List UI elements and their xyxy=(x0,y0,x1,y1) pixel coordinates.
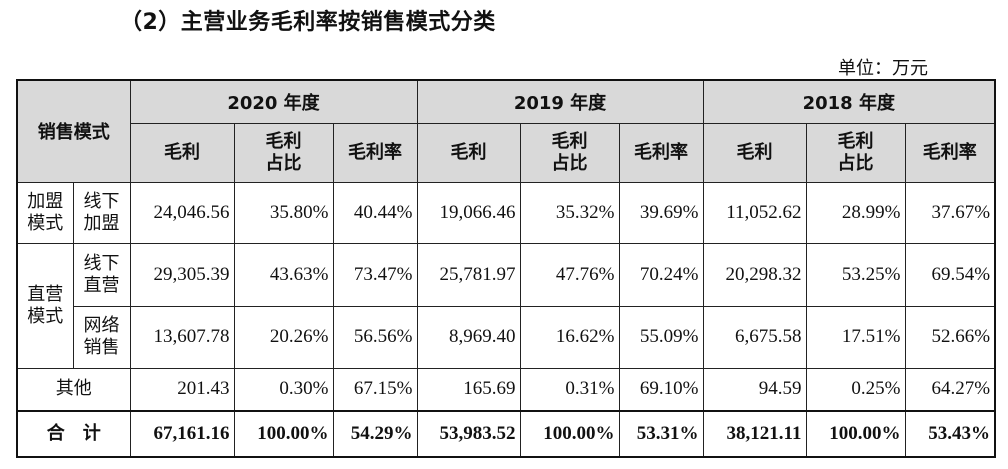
sub-offline-franchise-label: 线下 加盟 xyxy=(72,181,131,244)
cell-gross-margin: 53.31% xyxy=(618,410,704,458)
cell-gross-margin: 69.10% xyxy=(618,367,704,412)
header-gross-margin: 毛利率 xyxy=(618,122,704,183)
other-label: 其他 xyxy=(16,367,131,412)
header-year-2019: 2019 年度 xyxy=(416,79,704,124)
sub-online-sales-label: 网络 销售 xyxy=(72,305,131,369)
cell-gross-profit: 11,052.62 xyxy=(702,181,807,244)
header-sales-mode: 销售模式 xyxy=(16,79,131,183)
cell-gross-margin: 64.27% xyxy=(904,367,996,412)
total-label: 合 计 xyxy=(16,410,131,458)
header-gross-profit: 毛利 xyxy=(416,122,521,183)
cell-gross-profit: 25,781.97 xyxy=(416,242,521,307)
header-year-2020: 2020 年度 xyxy=(129,79,418,124)
table-row: 加盟 模式 线下 加盟 24,046.56 35.80% 40.44% 19,066.46… xyxy=(16,181,996,244)
cell-gross-profit-share: 35.32% xyxy=(519,181,620,244)
cell-gross-margin: 73.47% xyxy=(332,242,418,307)
cell-gross-profit: 94.59 xyxy=(702,367,807,412)
table-row: 直营 模式 线下 直营 29,305.39 43.63% 73.47% 25,781.97… xyxy=(16,242,996,369)
cell-gross-margin: 54.29% xyxy=(332,410,418,458)
cell-gross-margin: 40.44% xyxy=(332,181,418,244)
cell-gross-profit-share: 100.00% xyxy=(805,410,906,458)
cell-gross-margin: 69.54% xyxy=(904,242,996,307)
header-gross-profit-share: 毛利 占比 xyxy=(233,122,334,183)
cell-gross-profit: 67,161.16 xyxy=(129,410,235,458)
sub-offline-direct-label: 线下 直营 xyxy=(72,242,131,307)
cell-gross-profit: 19,066.46 xyxy=(416,181,521,244)
header-gross-profit: 毛利 xyxy=(702,122,807,183)
cell-gross-profit: 53,983.52 xyxy=(416,410,521,458)
cell-gross-profit: 6,675.58 xyxy=(702,305,807,369)
cell-gross-profit: 165.69 xyxy=(416,367,521,412)
table-row: 网络 销售 13,607.78 20.26% 56.56% 8,969.40 16.62%… xyxy=(17,305,996,369)
cell-gross-margin: 56.56% xyxy=(332,305,418,369)
cell-gross-margin: 37.67% xyxy=(904,181,996,244)
cell-gross-profit: 13,607.78 xyxy=(129,305,235,369)
cell-gross-profit-share: 16.62% xyxy=(519,305,620,369)
header-gross-margin: 毛利率 xyxy=(904,122,996,183)
cell-gross-profit-share: 53.25% xyxy=(805,242,906,307)
cell-gross-profit: 24,046.56 xyxy=(129,181,235,244)
cell-gross-profit-share: 100.00% xyxy=(233,410,334,458)
cell-gross-profit-share: 17.51% xyxy=(805,305,906,369)
header-year-2018: 2018 年度 xyxy=(702,79,996,124)
header-gross-profit-share: 毛利 占比 xyxy=(519,122,620,183)
cell-gross-profit-share: 20.26% xyxy=(233,305,334,369)
cell-gross-profit: 201.43 xyxy=(129,367,235,412)
cell-gross-profit: 38,121.11 xyxy=(702,410,807,458)
cell-gross-profit-share: 35.80% xyxy=(233,181,334,244)
cell-gross-profit-share: 43.63% xyxy=(233,242,334,307)
group-direct-label: 直营 模式 xyxy=(16,242,74,369)
cell-gross-margin: 39.69% xyxy=(618,181,704,244)
cell-gross-profit: 20,298.32 xyxy=(702,242,807,307)
cell-gross-profit: 8,969.40 xyxy=(416,305,521,369)
cell-gross-margin: 70.24% xyxy=(618,242,704,307)
header-gross-profit-share: 毛利 占比 xyxy=(805,122,906,183)
table-row: 合 计 67,161.16 100.00% 54.29% 53,983.52 100.0… xyxy=(16,410,996,458)
cell-gross-margin: 55.09% xyxy=(618,305,704,369)
cell-gross-profit-share: 0.30% xyxy=(233,367,334,412)
group-franchise-label: 加盟 模式 xyxy=(16,181,74,244)
unit-label: 单位：万元 xyxy=(838,58,928,79)
header-gross-margin: 毛利率 xyxy=(332,122,418,183)
cell-gross-profit-share: 47.76% xyxy=(519,242,620,307)
cell-gross-profit-share: 28.99% xyxy=(805,181,906,244)
cell-gross-profit-share: 0.31% xyxy=(519,367,620,412)
gross-profit-table: 销售模式 2020 年度 2019 年度 2018 年度 毛利 毛利 占比 毛利率… xyxy=(16,79,997,458)
header-gross-profit: 毛利 xyxy=(129,122,235,183)
cell-gross-profit-share: 0.25% xyxy=(805,367,906,412)
cell-gross-margin: 52.66% xyxy=(904,305,996,369)
cell-gross-margin: 53.43% xyxy=(904,410,996,458)
cell-gross-margin: 67.15% xyxy=(332,367,418,412)
table-row: 其他 201.43 0.30% 67.15% 165.69 0.31% 69.10% 94.… xyxy=(16,367,996,412)
cell-gross-profit: 29,305.39 xyxy=(129,242,235,307)
subheader-row: 毛利 毛利 占比 毛利率 毛利 毛利 占比 毛利率 毛利 毛利 占比 毛利率 xyxy=(17,122,996,183)
page-title: （2）主营业务毛利率按销售模式分类 xyxy=(120,10,496,35)
cell-gross-profit-share: 100.00% xyxy=(519,410,620,458)
